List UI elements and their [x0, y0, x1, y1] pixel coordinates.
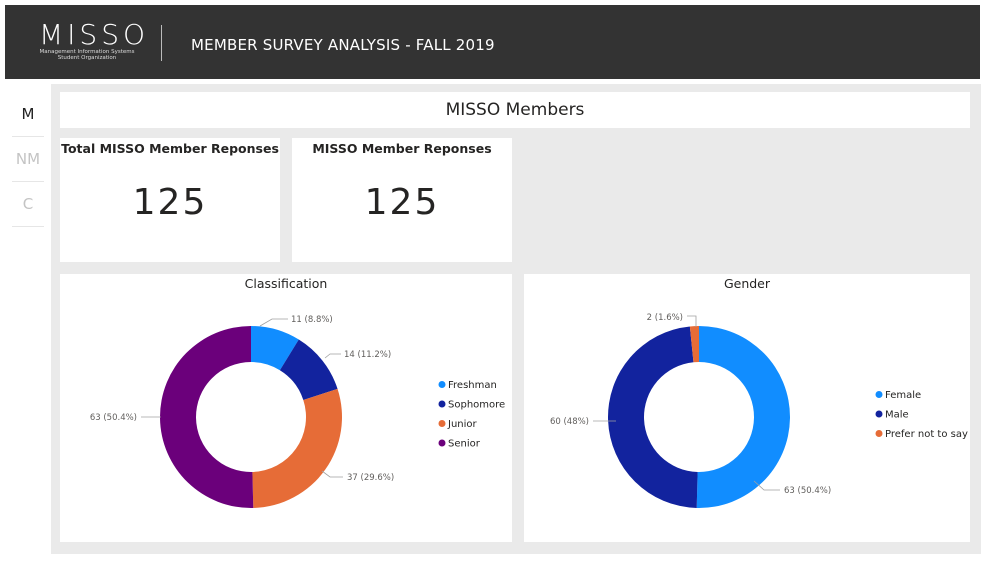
donut-slice-male[interactable] [607, 326, 698, 508]
side-navigation: M NM C [12, 92, 44, 227]
nav-item-non-members[interactable]: NM [12, 137, 44, 182]
legend-label[interactable]: Senior [448, 439, 481, 450]
legend-marker [875, 391, 883, 398]
legend-marker [438, 381, 446, 388]
donut-slice-female[interactable] [696, 326, 790, 508]
donut-slice-sophomore[interactable] [279, 339, 338, 401]
kpi-card-total-responses[interactable]: Total MISSO Member Reponses 125 [60, 138, 280, 262]
header-bar: MISSO Management Information Systems Stu… [5, 5, 980, 79]
gender-donut-chart: 63 (50.4%) 60 (48%) 2 (1.6%) Female Male Pref… [550, 313, 968, 508]
leader-line [259, 318, 288, 327]
data-label: 63 (50.4%) [90, 413, 137, 423]
donut-slice-freshman[interactable] [251, 326, 299, 371]
legend-marker [875, 430, 883, 437]
kpi-value: 125 [132, 182, 208, 223]
header-divider [161, 25, 162, 61]
data-label: 37 (29.6%) [347, 473, 394, 483]
gender-chart-card[interactable]: Gender 63 (50.4%) 60 (48%) 2 (1.6%) Female M… [524, 274, 970, 542]
legend-label[interactable]: Freshman [448, 380, 497, 391]
legend-label[interactable]: Female [885, 390, 921, 401]
leader-line [321, 470, 343, 478]
legend-marker [875, 410, 883, 418]
kpi-title: MISSO Member Reponses [312, 141, 492, 156]
kpi-card-member-responses[interactable]: MISSO Member Reponses 125 [292, 138, 512, 262]
leader-line [687, 315, 697, 327]
chart-title: Classification [244, 276, 328, 291]
misso-logo: MISSO Management Information Systems Stu… [39, 18, 150, 67]
legend-marker [438, 439, 446, 447]
classification-donut-chart: 11 (8.8%) 14 (11.2%) 37 (29.6%) 63 (50.4%) F… [90, 315, 505, 508]
kpi-value: 125 [364, 182, 440, 223]
data-label: 63 (50.4%) [784, 486, 831, 496]
nav-item-members[interactable]: M [12, 92, 44, 137]
data-label: 2 (1.6%) [647, 313, 683, 323]
legend-label[interactable]: Male [885, 410, 909, 421]
donut-slice-prefer-not-to-say[interactable] [689, 326, 699, 363]
donut-slice-junior[interactable] [252, 388, 342, 508]
legend-label[interactable]: Prefer not to say [885, 429, 968, 440]
kpi-title: Total MISSO Member Reponses [61, 141, 279, 156]
leader-line [324, 353, 341, 359]
logo-wordmark: MISSO [39, 18, 150, 51]
logo-subtitle-line1: Management Information Systems [39, 49, 135, 55]
data-label: 60 (48%) [550, 417, 589, 427]
leader-line [753, 480, 780, 491]
classification-chart-card[interactable]: Classification 11 (8.8%) 14 (11.2%) 37 (29… [60, 274, 512, 542]
legend-label[interactable]: Sophomore [448, 400, 505, 411]
page-title-card: MISSO Members [60, 92, 970, 128]
report-title: MEMBER SURVEY ANALYSIS - FALL 2019 [191, 36, 495, 54]
nav-item-combined[interactable]: C [12, 182, 44, 227]
donut-slice-senior[interactable] [160, 326, 254, 508]
page-title: MISSO Members [445, 100, 585, 120]
chart-title: Gender [723, 276, 771, 291]
data-label: 11 (8.8%) [291, 315, 333, 325]
logo-subtitle-line2: Student Organization [57, 55, 117, 61]
legend-marker [438, 400, 446, 408]
data-label: 14 (11.2%) [344, 350, 391, 360]
legend-marker [438, 420, 446, 427]
legend-label[interactable]: Junior [447, 419, 478, 430]
